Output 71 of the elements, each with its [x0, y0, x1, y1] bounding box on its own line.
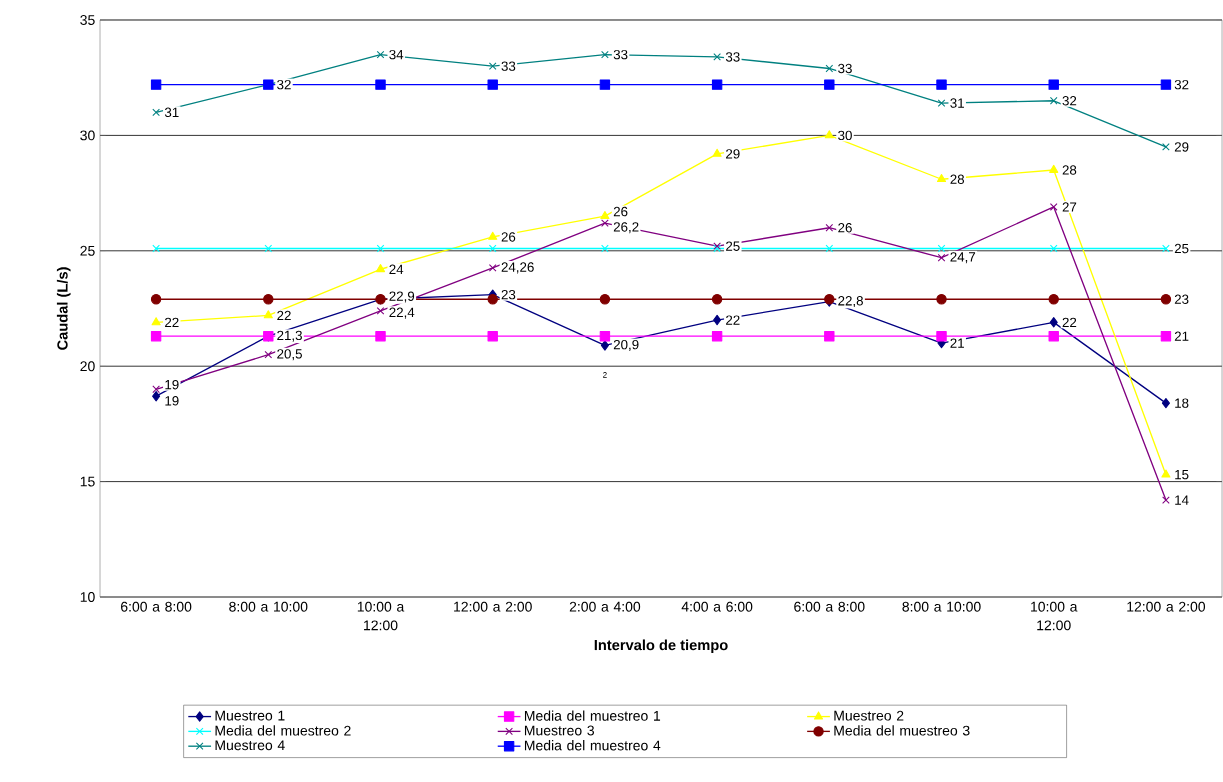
- data-label: 22: [726, 315, 740, 325]
- data-label: 21: [1174, 331, 1189, 341]
- data-label: 24,7: [950, 252, 976, 264]
- legend-label: Media del muestreo 2: [215, 725, 351, 736]
- x-tick-label: 8:00 a 10:00: [902, 601, 981, 612]
- x-tick-label: 8:00 a 10:00: [229, 601, 308, 612]
- legend-label: Media del muestreo 4: [524, 740, 661, 751]
- data-label: 34: [389, 49, 404, 60]
- data-label: 29: [726, 149, 740, 159]
- data-label: 32: [277, 79, 291, 90]
- data-label: 19: [165, 396, 179, 406]
- y-tick-label: 30: [80, 130, 95, 141]
- data-label: 18: [1175, 398, 1189, 408]
- data-label: 33: [613, 49, 628, 60]
- data-label: 33: [501, 61, 516, 71]
- data-label: 26: [838, 223, 852, 233]
- y-tick-label: 15: [80, 476, 95, 487]
- data-label: 25: [1174, 243, 1189, 254]
- data-label: 23: [1174, 294, 1189, 304]
- x-tick-label: 12:00 a 2:00: [1127, 601, 1206, 612]
- data-label: 20,9: [613, 339, 639, 351]
- annotation: 2: [603, 372, 607, 378]
- data-label: 14: [1175, 495, 1189, 505]
- data-label: 30: [838, 130, 852, 141]
- data-label: 22,4: [389, 307, 415, 319]
- x-tick-label: 10:00 a 12:00: [1031, 601, 1078, 631]
- data-label: 20,5: [277, 349, 302, 361]
- legend-label: Muestreo 1: [215, 710, 285, 721]
- data-label: 22: [1062, 317, 1077, 327]
- legend-label: Media del muestreo 1: [524, 710, 661, 721]
- data-label: 27: [1062, 202, 1077, 212]
- data-label: 32: [1174, 79, 1189, 90]
- x-tick-label: 2:00 a 4:00: [569, 601, 641, 612]
- x-tick-label: 12:00 a 2:00: [454, 601, 532, 612]
- data-label: 26: [501, 232, 516, 242]
- data-label: 22,8: [838, 296, 863, 308]
- data-label: 15: [1175, 470, 1189, 480]
- data-label: 26,2: [613, 222, 639, 234]
- y-tick-label: 25: [80, 245, 95, 256]
- data-label: 21: [950, 338, 964, 348]
- x-tick-label: 6:00 a 8:00: [794, 601, 865, 612]
- data-label: 28: [1062, 165, 1077, 175]
- legend-label: Muestreo 4: [215, 740, 285, 751]
- data-label: 31: [164, 107, 179, 118]
- y-tick-label: 10: [80, 592, 95, 602]
- data-label: 22,9: [389, 291, 415, 303]
- x-tick-label: 10:00 a 12:00: [357, 601, 405, 631]
- data-label: 24: [389, 264, 404, 274]
- data-label: 26: [613, 206, 628, 217]
- y-tick-label: 35: [80, 15, 95, 25]
- data-label: 23: [501, 289, 516, 300]
- x-tick-label: 4:00 a 6:00: [681, 601, 753, 612]
- data-label: 28: [950, 174, 965, 184]
- legend-label: Muestreo 3: [524, 725, 595, 736]
- x-axis-title: Intervalo de tiempo: [594, 639, 728, 654]
- data-label: 33: [725, 52, 740, 62]
- legend-label: Media del muestreo 3: [834, 725, 970, 736]
- data-label: 21,3: [277, 330, 302, 342]
- data-label: 24,26: [501, 262, 534, 274]
- data-label: 33: [838, 63, 852, 74]
- data-label: 29: [1174, 142, 1189, 152]
- y-tick-label: 20: [80, 361, 95, 372]
- data-label: 32: [1062, 96, 1077, 106]
- data-label: 22: [277, 310, 291, 321]
- data-label: 19: [165, 379, 179, 390]
- legend-label: Muestreo 2: [834, 710, 904, 721]
- data-label: 31: [950, 98, 964, 108]
- data-label: 25: [726, 241, 740, 251]
- x-tick-label: 6:00 a 8:00: [121, 601, 192, 612]
- y-axis-title: Caudal (L/s): [56, 267, 71, 350]
- data-label: 22: [165, 317, 179, 327]
